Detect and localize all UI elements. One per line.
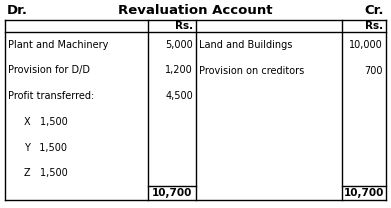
Text: 700: 700 [364, 66, 383, 76]
Text: 1,200: 1,200 [165, 66, 193, 76]
Text: Y   1,500: Y 1,500 [24, 142, 67, 152]
Text: 10,700: 10,700 [152, 188, 192, 198]
Text: 10,700: 10,700 [344, 188, 384, 198]
Text: Provision on creditors: Provision on creditors [199, 66, 304, 76]
Text: Land and Buildings: Land and Buildings [199, 40, 292, 50]
Text: Profit transferred:: Profit transferred: [8, 91, 94, 101]
Text: Revaluation Account: Revaluation Account [118, 4, 273, 16]
Text: Z   1,500: Z 1,500 [24, 168, 68, 178]
Text: Provision for D/D: Provision for D/D [8, 66, 90, 76]
Text: Rs.: Rs. [365, 21, 383, 31]
Text: Dr.: Dr. [7, 4, 28, 16]
Text: Cr.: Cr. [364, 4, 384, 16]
Text: Plant and Machinery: Plant and Machinery [8, 40, 108, 50]
Text: 10,000: 10,000 [349, 40, 383, 50]
Text: X   1,500: X 1,500 [24, 117, 68, 127]
Text: Rs.: Rs. [175, 21, 193, 31]
Text: 5,000: 5,000 [165, 40, 193, 50]
Text: 4,500: 4,500 [165, 91, 193, 101]
